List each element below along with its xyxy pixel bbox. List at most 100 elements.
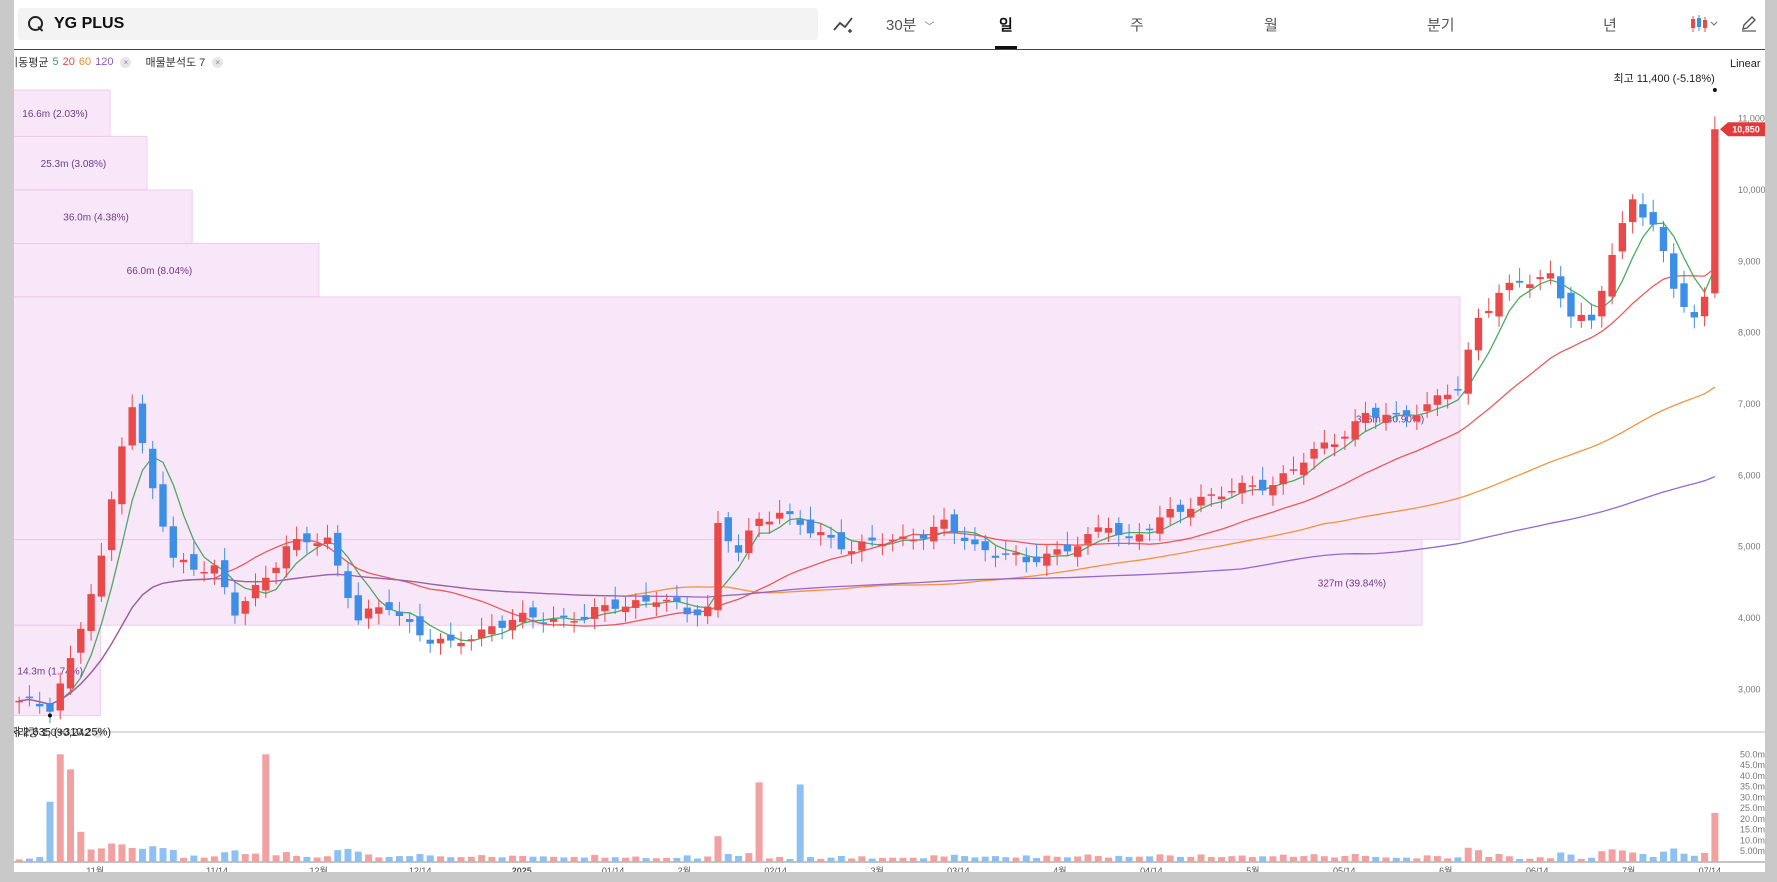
volume-bar (282, 852, 290, 862)
interval-tab-year[interactable]: 년 (1603, 17, 1617, 34)
candle-body (1474, 317, 1483, 351)
time-tick-label: 04/14 (1140, 866, 1163, 876)
volume-bar (1063, 857, 1071, 862)
volume-bar (1392, 857, 1400, 862)
volume-profile-bar (0, 135, 148, 191)
search-icon[interactable] (28, 16, 44, 32)
close-ma-icon[interactable]: × (120, 56, 132, 68)
candle-body (1443, 394, 1452, 400)
scale-mode-toggle[interactable]: Linear (1730, 58, 1761, 70)
volume-bar (1464, 847, 1472, 862)
interval-tab-week[interactable]: 주 (1130, 17, 1144, 34)
candle-body (1094, 527, 1102, 532)
candle-body (1464, 349, 1472, 394)
candle-body (1187, 508, 1195, 518)
volume-bar (498, 857, 506, 862)
candle-body (765, 521, 774, 525)
candle-body (1032, 556, 1041, 563)
candle-body (611, 599, 619, 609)
candle-body (1639, 204, 1647, 218)
volume-bar (1248, 857, 1256, 862)
candle-body (1135, 534, 1144, 542)
stock-search-box[interactable]: YG PLUS (18, 8, 818, 40)
volume-bar (56, 754, 64, 862)
volume-bar (1382, 857, 1390, 862)
volume-bar (745, 853, 753, 862)
volume-bar (981, 856, 989, 862)
volume-bar (1701, 852, 1709, 862)
volume-bar (241, 854, 249, 862)
volume-bar (437, 856, 444, 862)
volume-bar (591, 854, 599, 862)
volume-tick-label: 25.0m (1740, 803, 1765, 813)
interval-tab-day[interactable]: 일 (999, 17, 1013, 34)
volume-bar (447, 857, 455, 862)
volume-bar (1290, 856, 1297, 862)
volume-bar (991, 856, 999, 862)
volume-tick-label: 45.0m (1740, 760, 1765, 770)
volume-tick-label: 40.0m (1740, 771, 1765, 781)
interval-30min-dropdown[interactable]: 30분 ﹀ (886, 17, 935, 34)
candle-body (1073, 546, 1082, 557)
candle-body (467, 639, 476, 641)
close-volume-profile-icon[interactable]: × (212, 56, 224, 68)
candle-body (241, 601, 249, 614)
volume-bar (1505, 856, 1513, 862)
candle-body (15, 700, 23, 703)
volume-bar (560, 857, 568, 862)
candle-body (529, 607, 537, 618)
candle-body (457, 642, 465, 647)
ma5-line (19, 222, 1716, 705)
candle-body (1125, 536, 1133, 539)
candle-body (35, 703, 44, 707)
candle-body (210, 565, 219, 574)
volume-bar (1690, 855, 1698, 862)
volume-tick-label: 20.0m (1740, 814, 1765, 824)
volume-bar (837, 855, 845, 862)
time-tick-label: 3월 (871, 865, 884, 876)
candle-body (878, 543, 887, 547)
volume-bar (878, 857, 886, 862)
volume-bar (755, 782, 763, 862)
volume-bar (1670, 848, 1678, 862)
candle-body (1372, 407, 1380, 418)
volume-bar (1423, 855, 1431, 862)
volume-bar (1526, 858, 1534, 862)
volume-bar (67, 769, 75, 862)
candle-body (1526, 284, 1534, 288)
volume-bar (642, 858, 650, 862)
search-input-value[interactable]: YG PLUS (54, 15, 125, 32)
pencil-icon[interactable] (1740, 14, 1758, 32)
candle-body (1228, 490, 1236, 493)
candle-body (25, 696, 34, 699)
volume-bar (806, 856, 814, 862)
interval-tab-month[interactable]: 월 (1264, 17, 1278, 34)
interval-tab-quarter[interactable]: 분기 (1427, 17, 1455, 34)
chart-type-candle-icon[interactable] (1688, 14, 1718, 34)
candle-body (1156, 517, 1164, 534)
volume-bar (1053, 856, 1061, 862)
volume-bar (930, 855, 938, 862)
volume-bar (262, 754, 270, 862)
volume-bar (776, 856, 784, 862)
volume-bar (1300, 856, 1308, 862)
candle-body (1670, 253, 1678, 289)
volume-tick-label: 5.00m (1740, 846, 1765, 856)
candle-body (1320, 442, 1329, 449)
volume-tick-label: 30.0m (1740, 792, 1765, 802)
volume-bar (1659, 851, 1667, 862)
candle-body (1608, 254, 1616, 297)
volume-bar (1608, 849, 1616, 862)
volume-bar (735, 855, 743, 862)
trend-line-tool-icon[interactable] (832, 14, 856, 34)
volume-bar (1279, 854, 1287, 862)
volume-bar (128, 848, 136, 862)
volume-bar (1074, 856, 1082, 862)
time-tick-label: 12/14 (409, 866, 432, 876)
price-chart-canvas[interactable]: 16.6m (2.03%) 25.3m (3.08%) 36.0m (4.38%) 6… (0, 50, 1777, 882)
candle-body (1680, 283, 1688, 308)
volume-tick-label: 10.0m (1740, 835, 1765, 845)
candle-body (1012, 552, 1020, 555)
volume-bar (1043, 855, 1051, 862)
volume-bar (221, 852, 229, 862)
